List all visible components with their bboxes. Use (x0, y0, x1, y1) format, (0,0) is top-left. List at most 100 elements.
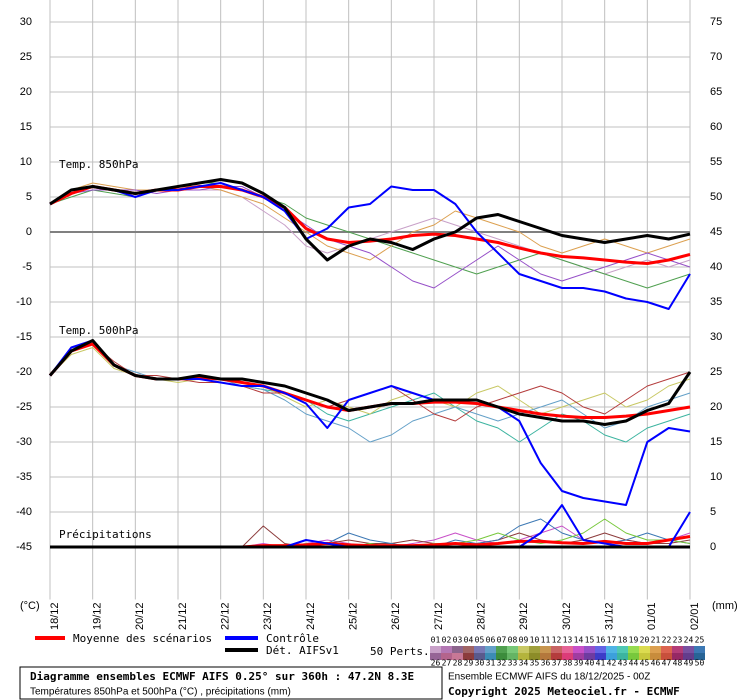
member-label: 25 (695, 636, 705, 645)
member-label: 11 (541, 636, 551, 645)
member-label: 48 (673, 659, 683, 668)
footer-title: Diagramme ensembles ECMWF AIFS 0.25° sur… (30, 670, 414, 683)
member-label: 26 (431, 659, 441, 668)
member-swatch (430, 646, 441, 653)
member-label: 32 (497, 659, 507, 668)
y2-tick-label: 0 (710, 541, 716, 553)
x-tick-label: 28/12 (476, 602, 488, 630)
x-tick-label: 20/12 (134, 602, 146, 630)
y-tick-label: -20 (16, 366, 32, 378)
y2-tick-label: 5 (710, 506, 716, 518)
y-tick-label: 20 (20, 86, 32, 98)
member-swatch (639, 646, 650, 653)
member-swatch (562, 646, 573, 653)
member-label: 06 (486, 636, 496, 645)
y-tick-label: -40 (16, 506, 32, 518)
member-swatch (518, 653, 529, 660)
y-tick-label: 30 (20, 16, 32, 28)
x-tick-label: 30/12 (561, 602, 573, 630)
member-swatch (606, 653, 617, 660)
member-swatch (485, 646, 496, 653)
y-tick-label: -35 (16, 471, 32, 483)
member-label: 37 (552, 659, 562, 668)
member-swatch (441, 653, 452, 660)
member-label: 18 (618, 636, 628, 645)
member-label: 22 (662, 636, 672, 645)
y-tick-label: 0 (26, 226, 32, 238)
y-tick-label: -45 (16, 541, 32, 553)
panel-label: Temp. 500hPa (59, 324, 138, 337)
legend-label: Contrôle (266, 632, 319, 645)
y2-tick-label: 40 (710, 261, 722, 273)
y2-tick-label: 25 (710, 366, 722, 378)
member-label: 10 (530, 636, 540, 645)
member-label: 39 (574, 659, 584, 668)
member-swatch (551, 653, 562, 660)
y2-tick-label: 10 (710, 471, 722, 483)
member-label: 44 (629, 659, 639, 668)
member-label: 43 (618, 659, 628, 668)
member-label: 38 (563, 659, 573, 668)
footer-subtitle: Températures 850hPa et 500hPa (°C) , pré… (30, 687, 291, 698)
x-tick-label: 02/01 (689, 602, 701, 630)
member-label: 20 (640, 636, 650, 645)
member-swatch (529, 653, 540, 660)
member-swatch (617, 646, 628, 653)
y2-tick-label: 35 (710, 296, 722, 308)
member-swatch (628, 646, 639, 653)
member-label: 27 (442, 659, 452, 668)
member-swatch (452, 653, 463, 660)
member-swatch (661, 653, 672, 660)
x-tick-label: 18/12 (49, 602, 61, 630)
member-label: 12 (552, 636, 562, 645)
member-label: 02 (442, 636, 452, 645)
x-tick-label: 31/12 (604, 602, 616, 630)
member-label: 23 (673, 636, 683, 645)
member-label: 15 (585, 636, 595, 645)
y2-tick-label: 55 (710, 156, 722, 168)
member-swatch (672, 653, 683, 660)
member-label: 35 (530, 659, 540, 668)
footer-run: Ensemble ECMWF AIFS du 18/12/2025 - 00Z (448, 672, 650, 683)
member-swatch (441, 646, 452, 653)
member-swatch (683, 646, 694, 653)
member-label: 21 (651, 636, 661, 645)
member-label: 17 (607, 636, 617, 645)
member-swatch (595, 646, 606, 653)
y-tick-label: 10 (20, 156, 32, 168)
legend-label: Moyenne des scénarios (73, 632, 212, 645)
member-label: 46 (651, 659, 661, 668)
member-swatch (573, 653, 584, 660)
x-tick-label: 21/12 (177, 602, 189, 630)
member-label: 05 (475, 636, 485, 645)
footer-box (19, 666, 443, 700)
y2-tick-label: 65 (710, 86, 722, 98)
member-label: 14 (574, 636, 584, 645)
member-swatch (617, 653, 628, 660)
y2-tick-label: 75 (710, 16, 722, 28)
member-swatch (496, 653, 507, 660)
member-swatch (639, 653, 650, 660)
y-tick-label: 5 (26, 191, 32, 203)
member-swatch (474, 646, 485, 653)
member-swatch (562, 653, 573, 660)
y2-tick-label: 15 (710, 436, 722, 448)
member-swatch (683, 653, 694, 660)
y2-tick-label: 30 (710, 331, 722, 343)
y-tick-label: -30 (16, 436, 32, 448)
member-swatch (518, 646, 529, 653)
member-label: 45 (640, 659, 650, 668)
member-swatch (507, 653, 518, 660)
x-tick-label: 01/01 (646, 602, 658, 630)
member-swatch (551, 646, 562, 653)
member-label: 01 (431, 636, 441, 645)
y-tick-label: 25 (20, 51, 32, 63)
panel-label: Précipitations (59, 528, 152, 541)
x-tick-label: 23/12 (262, 602, 274, 630)
member-swatch (661, 646, 672, 653)
series-line (49, 186, 691, 289)
member-swatch (694, 653, 705, 660)
member-label: 50 (695, 659, 705, 668)
y2-tick-label: 60 (710, 121, 722, 133)
